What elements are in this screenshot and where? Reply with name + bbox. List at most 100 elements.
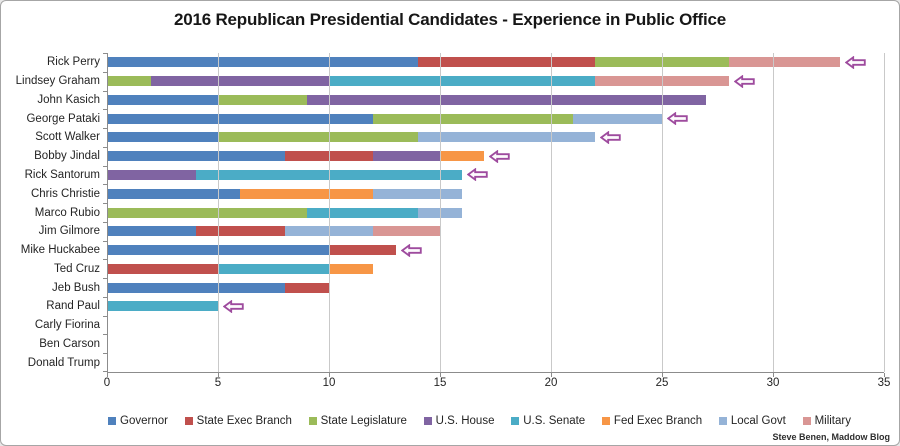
y-axis-tick-mark [103,90,107,92]
legend-swatch-state-legislature [308,417,317,425]
bar-segment-u-s-house [306,94,707,105]
dropout-arrow-icon [223,299,244,313]
legend-swatch-governor [108,417,116,425]
bar-row-carly-fiorina [107,316,884,335]
dropout-arrow-icon [467,168,488,182]
legend-item-fed-exec-branch: Fed Exec Branch [601,415,702,427]
bar-segment-fed-exec-branch [329,263,374,274]
x-axis-tick-label: 10 [322,377,336,389]
y-axis-category-labels: Rick Perry Lindsey Graham John Kasich Georg… [1,53,100,372]
gridline [773,53,774,372]
bar-segment-local-govt [373,188,463,199]
bar-segment-fed-exec-branch [439,151,485,162]
y-axis-tick-mark [103,109,107,111]
x-axis-tick-mark [107,373,108,377]
gridline [329,53,330,372]
stacked-bar [107,226,884,237]
x-axis-tick-mark [440,373,441,377]
y-axis-tick-mark [103,278,107,280]
y-axis-tick-mark [103,71,107,73]
bar-segment-state-legislature [107,207,307,218]
category-label-donald-trump: Donald Trump [27,356,100,369]
y-axis-tick-mark [103,221,107,223]
stacked-bar [107,188,884,199]
bar-row-rick-perry [107,53,884,72]
bar-segment-state-exec-branch [329,245,396,256]
dropout-arrow-icon [844,55,866,69]
bar-segment-governor [107,94,218,105]
bar-row-mike-huckabee [107,241,884,260]
x-axis-tick-label: 25 [655,377,669,389]
legend-label-local-govt: Local Govt [730,415,786,427]
y-axis-tick-mark [103,128,107,130]
bar-rows [107,53,884,372]
y-axis-tick-mark [103,259,107,261]
x-axis-tick-mark [884,373,885,377]
category-label-ben-carson: Ben Carson [39,337,100,350]
bar-segment-u-s-house [107,169,196,180]
legend-swatch-military [802,417,811,425]
x-axis-tick-mark [329,373,330,377]
dropout-arrow-icon [400,243,422,257]
stacked-bar [107,55,884,69]
bar-segment-fed-exec-branch [240,188,374,199]
bar-segment-u-s-house [151,76,329,87]
bar-segment-state-legislature [107,76,152,87]
category-label-jim-gilmore: Jim Gilmore [38,225,100,238]
legend-label-state-legislature: State Legislature [320,415,407,427]
bar-segment-local-govt [573,113,662,124]
x-axis-tick-mark [218,373,219,377]
category-label-ted-cruz: Ted Cruz [53,262,100,275]
category-label-scott-walker: Scott Walker [35,131,100,144]
bar-segment-governor [107,151,285,162]
bar-row-rick-santorum [107,166,884,185]
bar-row-lindsey-graham [107,72,884,91]
legend-label-u-s-house: U.S. House [435,415,495,427]
legend: Governor State Exec Branch State Legislatu… [108,414,851,428]
bar-segment-military [373,226,440,237]
stacked-bar [107,299,884,313]
bar-segment-state-legislature [595,57,729,68]
category-label-carly-fiorina: Carly Fiorina [34,319,100,332]
x-axis-tick-mark [551,373,552,377]
y-axis-tick-mark [103,240,107,242]
credit-text: Steve Benen, Maddow Blog [772,432,890,442]
stacked-bar [107,112,884,126]
y-axis-tick-mark [103,184,107,186]
x-axis-tick-labels: 0 5 10 15 20 25 30 35 [104,377,891,391]
bar-segment-governor [107,226,196,237]
legend-label-military: Military [814,415,851,427]
bar-row-donald-trump [107,353,884,372]
y-axis-tick-mark [103,315,107,317]
x-axis-tick-label: 35 [877,377,891,389]
bar-segment-state-exec-branch [284,151,374,162]
bar-segment-u-s-senate [195,169,463,180]
bar-row-ben-carson [107,334,884,353]
bar-segment-governor [107,113,374,124]
y-axis-tick-mark [103,203,107,205]
bar-segment-state-exec-branch [284,282,329,293]
bar-row-george-pataki [107,109,884,128]
category-label-jeb-bush: Jeb Bush [52,281,100,294]
bar-segment-state-exec-branch [107,263,218,274]
category-label-john-kasich: John Kasich [37,93,100,106]
bar-segment-military [728,57,840,68]
bar-segment-u-s-senate [218,263,329,274]
category-label-marco-rubio: Marco Rubio [34,206,100,219]
stacked-bar [107,320,884,330]
stacked-bar [107,207,884,218]
bar-segment-governor [107,188,241,199]
dropout-arrow-icon [666,112,688,126]
bar-segment-local-govt [284,226,374,237]
bar-segment-u-s-senate [107,301,218,312]
bar-row-jim-gilmore [107,222,884,241]
plot-area [103,53,885,377]
bar-row-jeb-bush [107,278,884,297]
legend-swatch-local-govt [718,417,727,425]
gridline [884,53,885,372]
bar-row-bobby-jindal [107,147,884,166]
legend-item-governor: Governor [108,415,168,427]
bar-segment-u-s-senate [328,76,596,87]
bar-segment-state-exec-branch [417,57,596,68]
legend-item-local-govt: Local Govt [718,415,786,427]
